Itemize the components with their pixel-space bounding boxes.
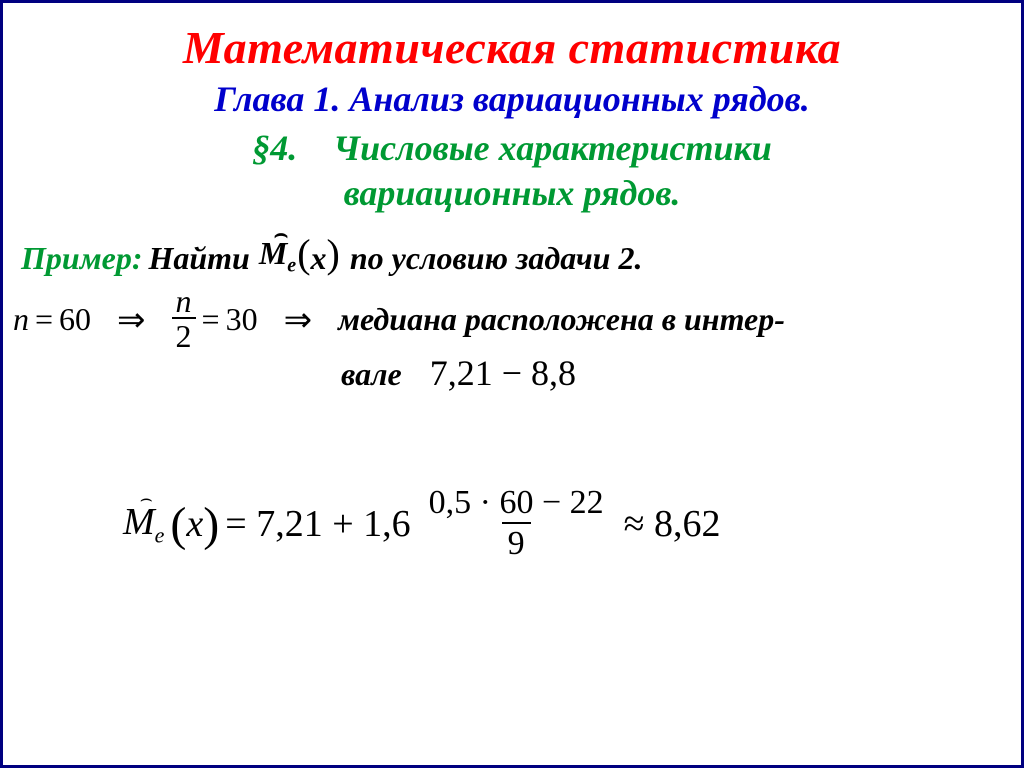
close-paren: )	[327, 230, 340, 277]
page-title: Математическая статистика	[3, 21, 1021, 74]
implies-1: ⇒	[117, 300, 146, 340]
example-find: Найти	[148, 240, 249, 277]
x-var-2: x	[186, 502, 203, 546]
value-60: 60	[59, 301, 91, 338]
chapter-heading: Глава 1. Анализ вариационных рядов.	[3, 78, 1021, 120]
frac-den-2: 2	[172, 317, 196, 354]
median-text-1: медиана расположена в интер-	[338, 301, 785, 338]
me-symbol-formula: ⌢ Me	[123, 500, 164, 549]
hat-icon-2: ⌢	[140, 488, 153, 511]
big-fraction: 0,5 · 60 − 22 9	[423, 484, 610, 564]
example-line: Пример: Найти ⌢ Me (x) по условию задачи…	[21, 230, 1021, 277]
section-number: §4.	[252, 128, 297, 168]
section-line-2: вариационных рядов.	[344, 173, 681, 213]
median-formula: ⌢ Me (x) = 7,21 + 1,6 0,5 · 60 − 22 9 ≈ …	[123, 484, 1021, 564]
interval-value: 7,21 − 8,8	[430, 352, 576, 394]
example-label: Пример:	[21, 240, 142, 277]
n-var: n	[13, 301, 29, 338]
fraction-n-over-2: n 2	[172, 285, 196, 354]
value-30: 30	[226, 301, 258, 338]
implies-2: ⇒	[284, 300, 313, 340]
median-text-2: вале	[341, 356, 402, 393]
big-frac-num: 0,5 · 60 − 22	[423, 484, 610, 521]
open-paren-2: (	[170, 497, 186, 552]
equals-1: =	[35, 301, 53, 338]
formula-lead: = 7,21 + 1,6	[225, 502, 410, 546]
approx-result: ≈ 8,62	[624, 502, 721, 546]
example-condition: по условию задачи 2.	[350, 240, 643, 277]
hat-icon: ⌢	[274, 221, 288, 247]
section-line-1: Числовые характеристики	[333, 128, 772, 168]
equals-2: =	[202, 301, 220, 338]
section-heading: §4. Числовые характеристики вариационных…	[3, 126, 1021, 216]
derivation-row: n = 60 ⇒ n 2 = 30 ⇒ медиана расположена …	[13, 285, 1021, 354]
open-paren: (	[297, 230, 310, 277]
x-var: x	[311, 240, 327, 277]
sub-e: e	[287, 254, 296, 276]
me-symbol: ⌢ Me	[259, 235, 296, 277]
frac-num-n: n	[172, 285, 196, 317]
interval-row: вале 7,21 − 8,8	[341, 352, 1021, 394]
close-paren-2: )	[203, 497, 219, 552]
sub-e-2: e	[155, 523, 165, 548]
big-frac-den: 9	[502, 522, 531, 565]
